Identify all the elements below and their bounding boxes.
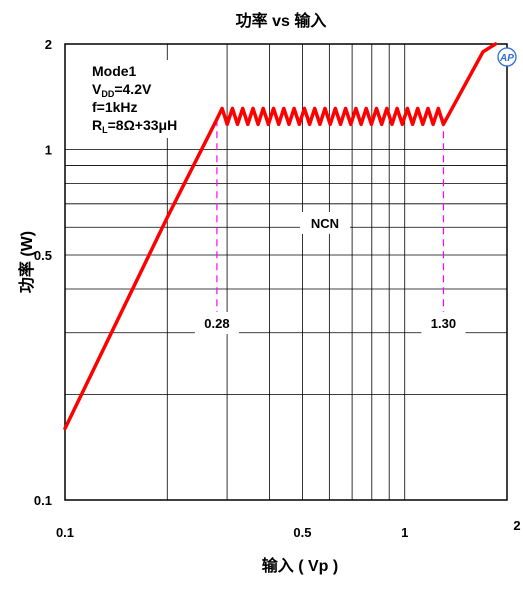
x-tick-label: 0.5	[293, 525, 311, 540]
y-tick-label: 0.5	[34, 248, 52, 263]
info-vdd: VDD=4.2V	[92, 81, 152, 99]
x-tick-label: 2	[513, 518, 520, 533]
info-load-main: R	[92, 117, 102, 133]
info-box-bg	[86, 60, 198, 138]
y-axis-title: 功率 (W)	[17, 231, 36, 293]
info-load-value: =8Ω+33μH	[108, 117, 178, 133]
info-vdd-sub: DD	[101, 89, 114, 99]
info-freq: f=1kHz	[92, 99, 138, 115]
logo-circle	[497, 47, 517, 67]
x-tick-label: 1	[401, 525, 408, 540]
logo-text: AP	[499, 53, 514, 64]
marker-label-bg	[421, 312, 466, 334]
x-tick-label: 0.1	[56, 525, 74, 540]
info-load-sub: L	[102, 125, 108, 135]
region-label-ncn: NCN	[300, 212, 350, 234]
marker-label: 0.28	[204, 316, 229, 331]
series	[63, 42, 498, 431]
marker-label-bg	[194, 312, 239, 334]
info-box: Mode1 VDD=4.2V f=1kHz RL=8Ω+33μH	[86, 60, 198, 138]
marker-label: 1.30	[431, 316, 456, 331]
chart-title: 功率 vs 输入	[236, 11, 327, 30]
logo-icon: AP	[497, 47, 517, 67]
region-label-bg	[300, 212, 350, 234]
y-tick-label: 1	[45, 143, 52, 158]
plot-frame	[64, 43, 508, 501]
series-line	[63, 42, 498, 431]
region-label-text: NCN	[311, 216, 339, 231]
info-load: RL=8Ω+33μH	[92, 117, 177, 135]
y-tick-label: 0.1	[34, 493, 52, 508]
x-axis-title: 输入 ( Vp )	[262, 556, 338, 575]
info-mode: Mode1	[92, 63, 137, 79]
marker-lines: 0.28 1.30	[194, 119, 466, 334]
info-vdd-value: =4.2V	[114, 81, 152, 97]
info-vdd-main: V	[92, 81, 102, 97]
y-tick-label: 2	[45, 37, 52, 52]
tick-labels: 0.1 0.5 1 2 0.1 0.5 1 2	[34, 37, 521, 540]
